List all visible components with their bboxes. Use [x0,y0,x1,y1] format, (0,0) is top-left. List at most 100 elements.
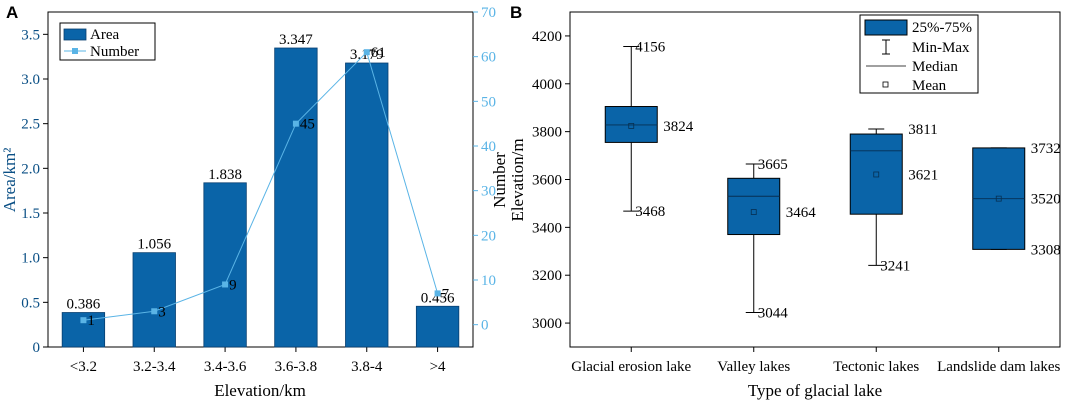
boxes-b: 4156 3824 3468 3665 3464 3044 3811 3621 3241 3732… [604,39,1061,322]
legend-iqr-label: 25%-75% [912,20,972,36]
y-tick-label-a: 0.5 [21,295,40,311]
bar-area [345,62,389,348]
x-tick-label-b: Landslide dam lakes [937,359,1060,375]
y-tick-label-a: 3.0 [21,72,40,88]
x-tick-label-a: <3.2 [70,359,97,375]
y2-tick-label-a: 30 [481,184,496,200]
bar-value-label: 0.456 [421,290,455,306]
y-tick-label-b: 3000 [532,316,562,332]
bar-value-label: 0.386 [67,297,101,313]
y-tick-label-a: 2.0 [21,161,40,177]
number-value-label: 45 [300,117,315,133]
box-max-label: 4156 [635,39,666,55]
y-tick-label-b: 3800 [532,125,562,141]
x-axis-title-a: Elevation/km [214,381,306,400]
bar-area [132,252,176,348]
bar-area [415,305,460,348]
y2-tick-label-a: 10 [481,273,496,289]
box-max-label: 3665 [758,157,788,173]
x-tick-label-b: Valley lakes [717,359,790,375]
bar-value-label: 1.056 [137,237,171,253]
legend-a: Area Number [59,22,156,61]
panel-b: B Type of glacial lake Elevation/m 3000 3… [508,3,1061,400]
y-axis-title-b: Elevation/m [508,138,527,221]
legend-minmax-marker [882,39,890,55]
box-mean-label: 3621 [908,167,938,183]
number-value-label: 7 [442,286,450,302]
box-mean-marker [873,171,880,178]
axes-b: 3000 3200 3400 3600 3800 4000 4200 Glacial eros… [532,29,1061,375]
legend-area-swatch [63,28,87,41]
box-max-label: 3732 [1031,141,1061,157]
legend-median-label: Median [912,59,958,75]
bar-value-label: 3.347 [279,32,313,48]
box-min-label: 3044 [758,306,789,322]
y2-tick-label-a: 50 [481,94,496,110]
y-tick-label-b: 3400 [532,220,562,236]
legend-mean-label: Mean [912,78,947,94]
number-value-label: 9 [229,277,237,293]
panel-a: A Elevation/km Area/km² Number 0 0.5 1.0 1.… [0,3,509,400]
y2-tick-label-a: 0 [481,318,489,334]
number-point [434,290,441,297]
y-tick-label-b: 3600 [532,173,562,189]
number-point [222,281,229,288]
y-tick-label-b: 4000 [532,77,562,93]
number-value-label: 3 [158,304,166,320]
box-max-label: 3811 [908,122,937,138]
y-tick-label-b: 4200 [532,29,562,45]
x-tick-label-a: 3.8-4 [351,359,383,375]
number-point [151,308,158,315]
bar-area [274,47,318,348]
plot-a-frame [47,11,474,348]
legend-mean-marker [882,81,889,88]
box-mean-label: 3520 [1031,192,1061,208]
legend-minmax-label: Min-Max [912,40,970,56]
y2-axis-title-a: Number [490,152,509,208]
bar-area [203,182,247,348]
x-tick-label-a: >4 [430,359,446,375]
x-axis-title-b: Type of glacial lake [748,381,882,400]
box-iqr [849,133,903,215]
x-tick-label-a: 3.6-3.8 [275,359,318,375]
number-value-label: 1 [87,313,95,329]
y-tick-label-a: 2.5 [21,117,40,133]
x-tick-label-b: Tectonic lakes [833,359,919,375]
box-min-label: 3468 [635,204,665,220]
y-tick-label-a: 3.5 [21,27,40,43]
y2-tick-label-a: 60 [481,50,496,66]
box-min-label: 3308 [1031,242,1061,258]
legend-number-label: Number [90,44,139,60]
y-tick-label-a: 0 [33,340,41,356]
box-mean-label: 3464 [786,205,817,221]
bar-value-label: 1.838 [208,167,242,183]
y2-tick-label-a: 40 [481,139,496,155]
panel-a-label: A [6,3,18,22]
box-mean-label: 3824 [663,119,694,135]
legend-iqr-swatch [864,19,908,36]
box-mean-marker [628,123,635,129]
y-tick-label-b: 3200 [532,268,562,284]
axes-a: 0 0.5 1.0 1.5 2.0 2.5 3.0 3.5 0 10 20 30 40 50 60 70 <3.… [21,5,496,375]
box-mean-marker [995,195,1002,202]
panel-b-label: B [510,3,522,22]
box-iqr [604,106,658,143]
number-point [363,49,370,56]
box-iqr [727,177,781,236]
y-axis-title-a: Area/km² [0,148,19,213]
number-series-line [83,51,439,321]
y2-tick-label-a: 20 [481,228,496,244]
y-tick-label-a: 1.0 [21,251,40,267]
y2-tick-label-a: 70 [481,5,496,21]
x-tick-label-a: 3.4-3.6 [204,359,247,375]
legend-number-marker [72,48,78,54]
legend-area-label: Area [90,27,119,43]
number-point [80,317,87,324]
number-line-a: 1 3 9 45 61 7 [80,45,450,329]
number-value-label: 61 [371,45,386,61]
legend-b: 25%-75% Min-Max Median Mean [859,14,979,94]
number-point [292,120,299,127]
y-tick-label-a: 1.5 [21,206,40,222]
